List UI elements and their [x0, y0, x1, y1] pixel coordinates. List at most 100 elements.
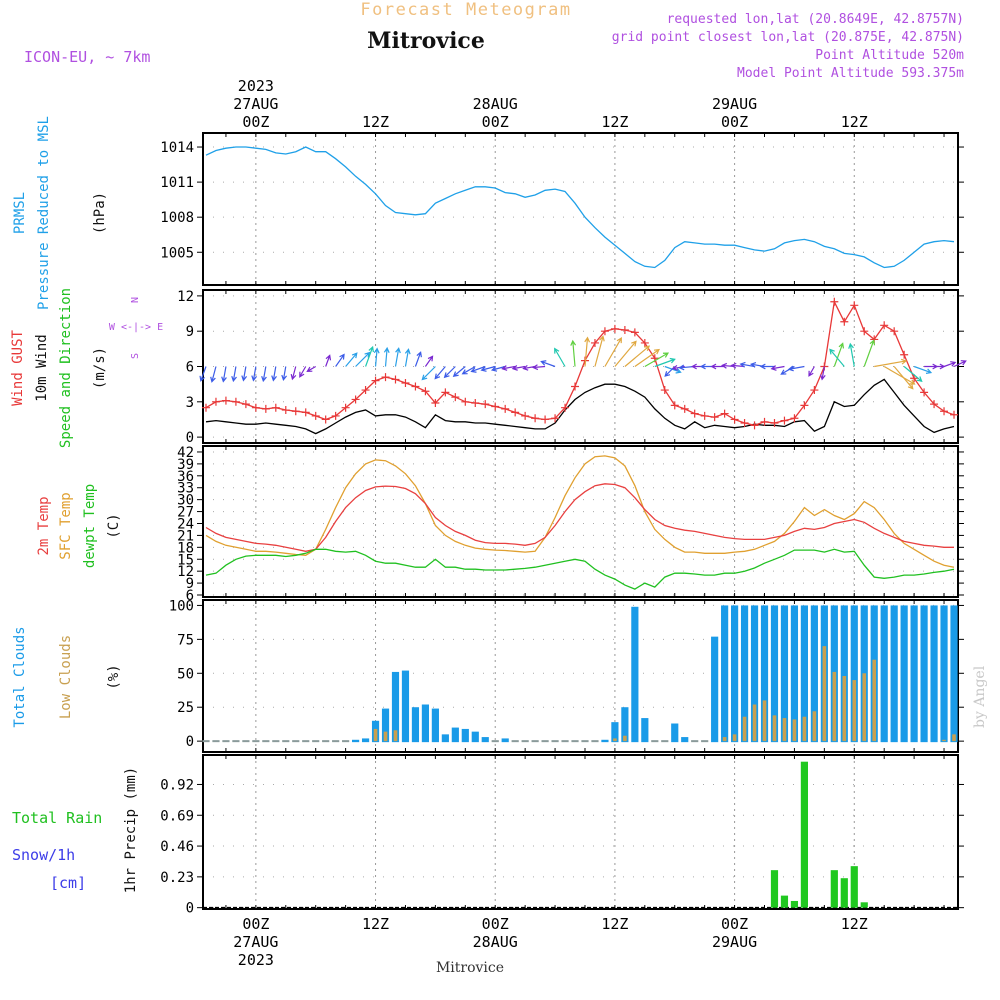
total-cloud-bar [292, 740, 300, 743]
label-precip-axis: 1hr Precip (mm) [123, 767, 139, 893]
low-cloud-bar [613, 738, 617, 742]
low-cloud-bar [762, 700, 767, 742]
gust-marker [930, 400, 939, 409]
clouds-panel: 0 25 50 75 100 [169, 598, 964, 753]
pressure-panel: 1005 1008 1011 1014 [160, 132, 964, 286]
total-cloud-bar [272, 740, 280, 743]
label-ms: (m/s) [92, 347, 108, 389]
gust-marker [491, 402, 500, 411]
gust-marker [950, 410, 959, 419]
gust-marker [471, 398, 480, 407]
low-cloud-bar [772, 715, 777, 742]
compass-west-east: W <-|-> E [109, 322, 163, 333]
rain-bar [830, 870, 838, 908]
model-label: ICON-EU, ~ 7km [24, 48, 150, 66]
credit-watermark: by Angel [972, 665, 988, 728]
rain-bar [800, 761, 808, 908]
wind-ytick-label: 9 [186, 324, 194, 340]
top-time-label: 27AUG [233, 95, 278, 113]
precip-ytick-label: 0 [186, 901, 194, 917]
wind-direction-arrow [221, 366, 227, 383]
low-cloud-bar [832, 671, 837, 742]
label-sfc-temp: SFC Temp [58, 492, 74, 559]
total-cloud-bar [940, 605, 948, 743]
gust-marker [551, 414, 560, 423]
wind-direction-arrow [644, 352, 670, 368]
pressure-ytick-label: 1005 [160, 245, 194, 261]
temp-ytick-label: 24 [177, 516, 194, 532]
wind-direction-arrow [452, 366, 466, 378]
low-cloud-bar [792, 719, 797, 742]
total-cloud-bar [561, 740, 569, 743]
dewpt-line [205, 548, 955, 590]
total-cloud-bar [332, 740, 340, 743]
gust-marker [201, 403, 210, 412]
total-cloud-bar [282, 740, 290, 743]
gust-marker [311, 411, 320, 420]
total-cloud-bar [661, 740, 669, 743]
low-cloud-bar [782, 718, 787, 742]
total-cloud-bar [631, 606, 639, 743]
gust-marker [561, 403, 570, 412]
total-cloud-bar [451, 727, 459, 743]
gust-marker [451, 393, 460, 402]
low-cloud-bar [802, 716, 807, 742]
gust-marker [231, 397, 240, 406]
total-cloud-bar [711, 636, 719, 743]
label-dewpt-temp: dewpt Temp [82, 484, 98, 568]
top-time-label: 12Z [841, 113, 868, 131]
gust-marker [241, 400, 250, 409]
total-cloud-bar [352, 739, 360, 743]
wind-direction-arrow [730, 362, 745, 369]
precip-frame [202, 754, 959, 910]
label-total-rain: Total Rain [12, 809, 102, 827]
gust-marker [261, 404, 270, 413]
temp-ytick-label: 27 [177, 505, 194, 521]
gust-marker [720, 409, 729, 418]
wind-direction-arrow [251, 366, 258, 382]
clouds-ytick-label: 75 [177, 632, 194, 648]
location-title: Mitrovice [367, 28, 485, 54]
wind-direction-arrow [522, 364, 536, 371]
gust-marker [271, 403, 280, 412]
top-time-label: 28AUG [473, 95, 518, 113]
top-time-label: 00Z [242, 113, 269, 131]
temp-ytick-label: 15 [177, 552, 194, 568]
wind-direction-arrow [421, 366, 436, 381]
gust-marker [620, 326, 629, 335]
gust-marker [371, 376, 380, 385]
wind-direction-arrow [770, 365, 785, 371]
low-cloud-bar [822, 646, 827, 742]
wind-direction-arrow [271, 366, 277, 382]
label-snow: Snow/1h [12, 846, 75, 864]
wind-direction-arrow [373, 347, 380, 367]
point-altitude: Point Altitude 520m [815, 48, 964, 63]
wind-direction-arrow [848, 342, 855, 367]
total-cloud-bar [701, 740, 709, 743]
wind-ytick-label: 12 [177, 289, 194, 305]
gust-marker [900, 350, 909, 359]
total-cloud-bar [651, 740, 659, 743]
rain-bar [840, 878, 848, 908]
wind-direction-arrow [210, 366, 217, 383]
total-cloud-bar [521, 740, 529, 743]
wind-speed-line [205, 378, 955, 435]
wind-direction-arrow [570, 339, 577, 367]
wind-panel: 0 3 6 9 12 [177, 289, 967, 446]
total-cloud-bar [880, 605, 888, 743]
wind-direction-arrow [290, 366, 297, 381]
low-cloud-bar [732, 734, 737, 742]
bottom-time-label: 12Z [841, 915, 868, 933]
total-cloud-bar [441, 734, 449, 743]
total-cloud-bar [541, 740, 549, 743]
wind-direction-arrow [654, 357, 676, 368]
gust-marker [750, 421, 759, 430]
total-cloud-bar [551, 740, 559, 743]
total-cloud-bar [302, 740, 310, 743]
wind-direction-arrow [554, 347, 566, 367]
wind-direction-arrow [461, 365, 476, 375]
wind-direction-arrow [325, 354, 332, 367]
wind-direction-arrow [424, 355, 434, 367]
temp-ytick-label: 6 [186, 588, 194, 604]
total-cloud-bar [252, 740, 260, 743]
